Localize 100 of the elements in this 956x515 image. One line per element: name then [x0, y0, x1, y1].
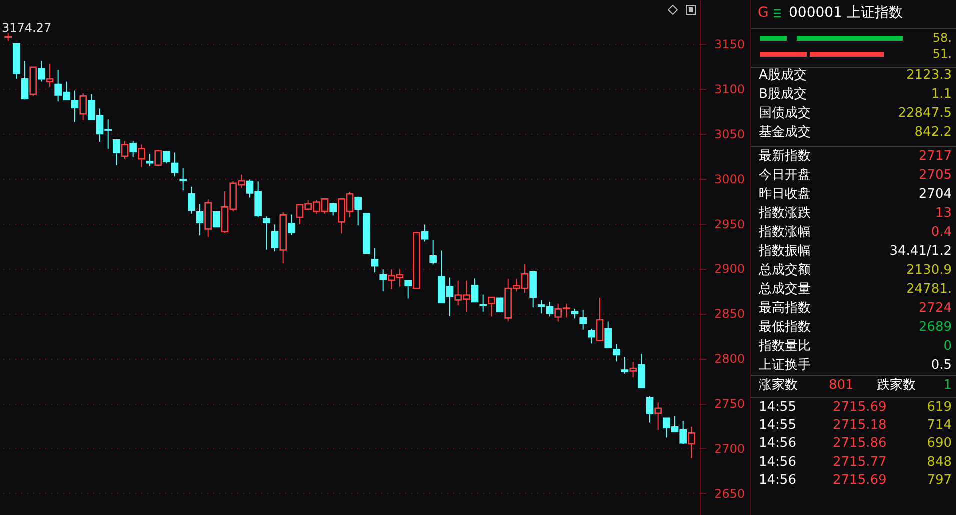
text: 0.5 [931, 358, 952, 374]
text: 797 [927, 472, 952, 489]
text: 总成交额 [759, 263, 811, 279]
candlestick [21, 60, 29, 100]
y-tick-label: 3000 [714, 172, 746, 186]
text: 51. [932, 46, 952, 62]
text: 801 [829, 378, 854, 394]
text: 2704 [918, 187, 952, 203]
y-tick-label: 2900 [714, 262, 746, 276]
text: 842.2 [914, 125, 952, 141]
candlestick [604, 321, 612, 348]
candlestick [46, 63, 54, 88]
text: 1.1 [931, 87, 952, 103]
text: 619 [927, 400, 952, 416]
candlestick [471, 278, 479, 303]
text: 最新指数 [759, 149, 811, 165]
text: 2715.69 [833, 400, 887, 416]
text: 2715.86 [833, 436, 887, 452]
candlestick [371, 248, 379, 274]
text: 指数涨跌 [759, 206, 811, 222]
candlestick [621, 356, 629, 374]
text: B股成交 [759, 87, 807, 103]
candlestick [80, 92, 87, 121]
text: 涨家数 [759, 378, 798, 394]
candlestick [288, 214, 296, 236]
text: 指数涨幅 [759, 225, 811, 241]
candlestick [421, 224, 429, 242]
candlestick [196, 204, 204, 236]
text: 最高指数 [759, 301, 811, 317]
text: 昨日收盘 [759, 187, 811, 203]
candlestick [354, 196, 362, 226]
y-tick-label: 2700 [714, 442, 746, 456]
candlestick [171, 152, 179, 178]
annotation: 3174.27 [2, 20, 52, 36]
candlestick [580, 310, 587, 330]
candlestick [130, 140, 137, 158]
candlestick [404, 280, 412, 300]
text: 2715.69 [833, 472, 887, 489]
text: 跌家数 [877, 378, 916, 394]
text: 34.41/1.2 [890, 244, 952, 260]
text: 今日开盘 [759, 168, 811, 184]
candlestick [588, 328, 596, 344]
candlestick [654, 402, 662, 431]
candlestick [271, 224, 279, 252]
candlestick [430, 239, 437, 266]
candlestick [113, 138, 120, 166]
candlestick [38, 60, 46, 82]
text: A股成交 [759, 68, 807, 84]
candlestick [630, 362, 637, 378]
text: G [758, 5, 769, 21]
y-tick-label: 2850 [714, 307, 746, 322]
text: 2717 [918, 149, 952, 165]
text: 总成交量 [759, 282, 811, 298]
candlestick [596, 297, 604, 342]
text: 13 [935, 206, 952, 222]
text: 14:55 [759, 400, 796, 416]
text: 基金成交 [759, 125, 811, 141]
text: 2715.18 [833, 418, 887, 434]
candlestick [613, 344, 620, 362]
text: 2715.77 [833, 454, 887, 471]
candlestick [154, 150, 162, 167]
text: 2705 [918, 168, 952, 184]
text: 最低指数 [759, 320, 811, 336]
text: 22847.5 [898, 106, 952, 122]
text: 2724 [918, 301, 952, 317]
y-tick-label: 3100 [714, 82, 746, 96]
text: 14:56 [759, 436, 796, 452]
candlestick [330, 202, 337, 216]
text: 0.4 [931, 225, 952, 241]
text: 714 [927, 418, 952, 434]
text: 2689 [918, 320, 952, 336]
text: 2130.9 [906, 263, 952, 279]
candlestick [180, 168, 187, 192]
candlestick [138, 144, 146, 168]
candlestick [638, 354, 646, 388]
y-tick-label: 2950 [714, 217, 746, 232]
text: 国债成交 [759, 106, 811, 122]
text: 1 [944, 378, 952, 394]
text: 14:55 [759, 418, 796, 434]
candlestick [571, 308, 579, 320]
candlestick [380, 269, 387, 292]
y-tick-label: 2750 [714, 397, 746, 412]
text: 690 [927, 436, 952, 452]
candlestick [646, 396, 654, 424]
candlestick [488, 296, 496, 318]
candlestick [146, 154, 154, 167]
text: 14:56 [759, 472, 796, 489]
candlestick [480, 294, 487, 312]
text: 000001 上证指数 [789, 5, 903, 21]
candlestick [496, 298, 504, 313]
text: 2123.3 [906, 68, 952, 84]
candlestick [188, 186, 196, 214]
y-tick-label: 2650 [714, 486, 746, 501]
text: 848 [927, 454, 952, 471]
y-tick-label: 2800 [714, 352, 746, 366]
candlestick [121, 140, 129, 160]
candlestick [688, 426, 696, 459]
text: 14:56 [759, 454, 796, 471]
text: 上证换手 [759, 358, 811, 374]
text: 58. [932, 30, 952, 46]
